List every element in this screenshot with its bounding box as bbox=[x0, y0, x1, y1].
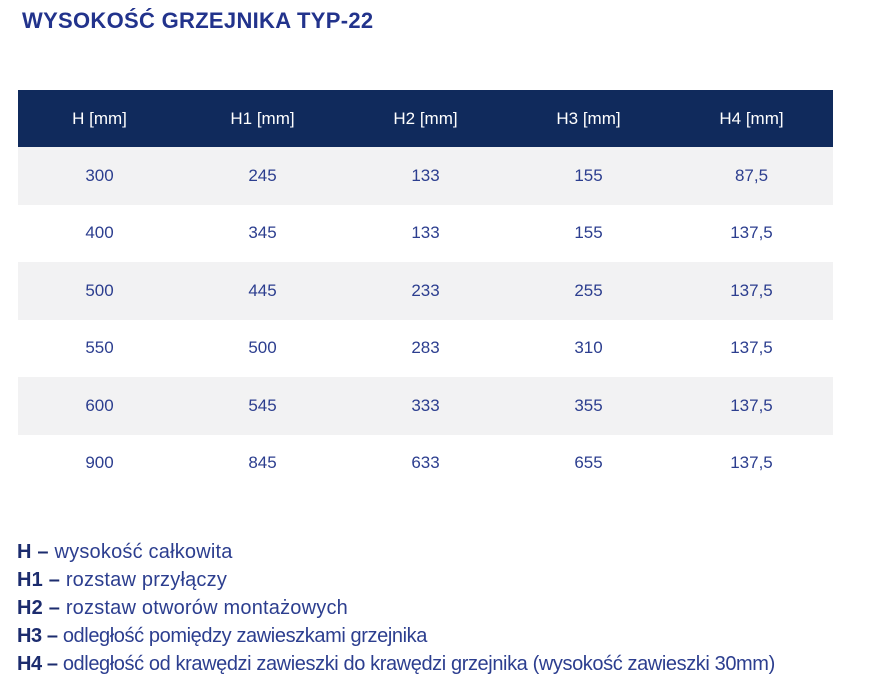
table-cell: 155 bbox=[574, 223, 603, 243]
table-cell: 137,5 bbox=[730, 223, 773, 243]
legend-term: H – bbox=[17, 541, 49, 563]
table-cell: 900 bbox=[85, 453, 114, 473]
legend-term: H3 – bbox=[17, 625, 58, 647]
table-cell: 137,5 bbox=[730, 280, 773, 300]
table-header-h1: H1 [mm] bbox=[230, 108, 295, 128]
legend-definition: odległość pomiędzy zawieszkami grzejnika bbox=[62, 625, 428, 647]
legend-term: H2 – bbox=[17, 597, 61, 619]
table-cell: 155 bbox=[574, 165, 603, 185]
table-cell: 333 bbox=[411, 395, 440, 415]
table-header-h: H [mm] bbox=[72, 108, 127, 128]
table-cell: 310 bbox=[574, 338, 603, 358]
page-title: WYSOKOŚĆ GRZEJNIKA TYP-22 bbox=[22, 8, 374, 33]
legend-definition: rozstaw otworów montażowych bbox=[65, 597, 348, 619]
table-cell: 87,5 bbox=[734, 165, 769, 185]
table-cell: 550 bbox=[85, 338, 114, 358]
table-cell: 245 bbox=[248, 165, 277, 185]
table-header-h4: H4 [mm] bbox=[719, 108, 784, 128]
table-row: 500 445 233 255 137,5 bbox=[18, 262, 833, 320]
table-cell: 500 bbox=[85, 280, 114, 300]
legend-definition: rozstaw przyłączy bbox=[65, 569, 228, 591]
legend-item-h1: H1 – rozstaw przyłączy bbox=[17, 566, 775, 594]
table-cell: 137,5 bbox=[730, 453, 773, 473]
table-cell: 545 bbox=[248, 395, 277, 415]
table-cell: 633 bbox=[411, 453, 440, 473]
legend-term: H4 – bbox=[17, 653, 58, 675]
legend-definition: odległość od krawędzi zawieszki do krawę… bbox=[62, 653, 775, 675]
table-cell: 137,5 bbox=[730, 338, 773, 358]
table-row: 550 500 283 310 137,5 bbox=[18, 319, 833, 377]
table-cell: 355 bbox=[574, 395, 603, 415]
table-row: 900 845 633 655 137,5 bbox=[18, 434, 833, 492]
table-cell: 283 bbox=[411, 338, 440, 358]
legend-item-h4: H4 – odległość od krawędzi zawieszki do … bbox=[17, 650, 775, 678]
radiator-dimensions-table: H [mm] H1 [mm] H2 [mm] H3 [mm] H4 [mm] 3… bbox=[18, 90, 833, 492]
table-cell: 137,5 bbox=[730, 395, 773, 415]
table-header-h2: H2 [mm] bbox=[393, 108, 458, 128]
table-row: 300 245 133 155 87,5 bbox=[18, 147, 833, 205]
table-cell: 133 bbox=[411, 223, 440, 243]
table-cell: 233 bbox=[411, 280, 440, 300]
legend-term: H1 – bbox=[17, 569, 61, 591]
table-cell: 400 bbox=[85, 223, 114, 243]
table-header-row: H [mm] H1 [mm] H2 [mm] H3 [mm] H4 [mm] bbox=[18, 90, 833, 147]
table-cell: 133 bbox=[411, 165, 440, 185]
table-cell: 500 bbox=[248, 338, 277, 358]
legend-item-h2: H2 – rozstaw otworów montażowych bbox=[17, 594, 775, 622]
table-cell: 655 bbox=[574, 453, 603, 473]
table-cell: 600 bbox=[85, 395, 114, 415]
table-row: 600 545 333 355 137,5 bbox=[18, 377, 833, 435]
dimension-legend: H – wysokość całkowita H1 – rozstaw przy… bbox=[17, 538, 775, 678]
legend-definition: wysokość całkowita bbox=[54, 541, 233, 563]
table-cell: 255 bbox=[574, 280, 603, 300]
table-cell: 845 bbox=[248, 453, 277, 473]
legend-item-h3: H3 – odległość pomiędzy zawieszkami grze… bbox=[17, 622, 775, 650]
table-cell: 345 bbox=[248, 223, 277, 243]
table-cell: 445 bbox=[248, 280, 277, 300]
table-cell: 300 bbox=[85, 165, 114, 185]
table-header-h3: H3 [mm] bbox=[556, 108, 621, 128]
table-row: 400 345 133 155 137,5 bbox=[18, 204, 833, 262]
legend-item-h: H – wysokość całkowita bbox=[17, 538, 775, 566]
